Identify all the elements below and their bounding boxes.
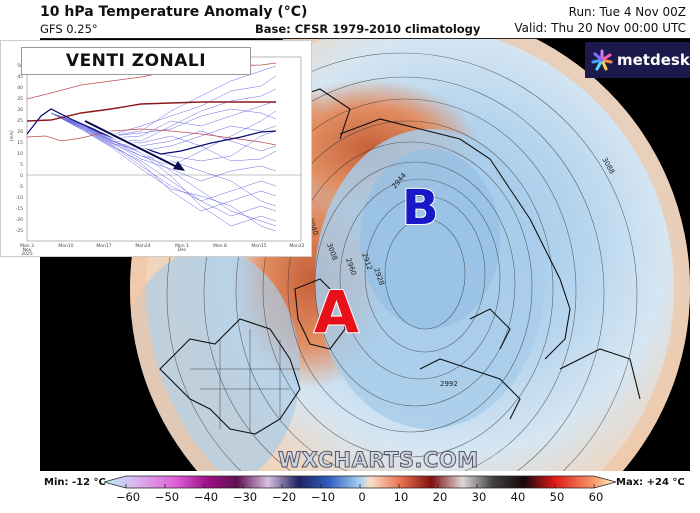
- svg-text:Mon10: Mon10: [58, 243, 73, 249]
- model-label: GFS 0.25°: [40, 22, 98, 36]
- metdesk-label: metdesk: [617, 51, 690, 69]
- valid-time-label: Valid: Thu 20 Nov 00:00 UTC: [514, 21, 686, 35]
- colorbar-tick-labels: −60 −50 −40 −30 −20 −10 0 10 20 30 40 50…: [0, 490, 700, 510]
- svg-text:-10: -10: [16, 195, 23, 201]
- colorbar-tick: −40: [193, 490, 219, 504]
- svg-text:45: 45: [17, 74, 23, 80]
- svg-text:0: 0: [20, 173, 23, 179]
- colorbar-tick: −30: [232, 490, 258, 504]
- high-pressure-label: A: [313, 277, 360, 347]
- svg-text:[m/s]: [m/s]: [9, 130, 14, 141]
- svg-text:Mon24: Mon24: [135, 243, 150, 249]
- svg-text:Mon17: Mon17: [96, 243, 111, 249]
- svg-text:20: 20: [17, 129, 23, 135]
- colorbar-tick: −20: [271, 490, 297, 504]
- svg-text:-25: -25: [16, 228, 23, 234]
- starburst-icon: [591, 49, 613, 71]
- svg-text:Mon22: Mon22: [289, 243, 304, 249]
- map-title: 10 hPa Temperature Anomaly (°C): [40, 4, 308, 20]
- temperature-colorbar: [104, 475, 616, 489]
- colorbar-max-label: Max: +24 °C: [616, 477, 685, 488]
- colorbar-tick: 50: [549, 490, 565, 504]
- svg-text:Mon 3: Mon 3: [20, 243, 34, 249]
- svg-text:40: 40: [17, 85, 23, 91]
- svg-text:-15: -15: [16, 206, 23, 212]
- colorbar-tick: 10: [393, 490, 409, 504]
- colorbar-tick: 0: [358, 490, 366, 504]
- run-time-label: Run: Tue 4 Nov 00Z: [568, 5, 686, 19]
- svg-text:-5: -5: [19, 184, 24, 190]
- climatology-base-label: Base: CFSR 1979-2010 climatology: [255, 22, 481, 36]
- svg-text:Mon15: Mon15: [251, 243, 266, 249]
- svg-text:Mon 1: Mon 1: [175, 243, 189, 249]
- svg-text:30: 30: [17, 107, 23, 113]
- colorbar-tick: −50: [154, 490, 180, 504]
- inset-chart-title: VENTI ZONALI: [21, 47, 251, 75]
- colorbar-tick: 20: [432, 490, 448, 504]
- colorbar-tick: −60: [115, 490, 141, 504]
- svg-text:Nov: Nov: [23, 247, 32, 253]
- colorbar-tick: −10: [310, 490, 336, 504]
- polar-map: 2912 2928 2960 3008 3040 2992 2944 3088: [40, 38, 690, 471]
- svg-text:Dec: Dec: [178, 247, 187, 253]
- low-pressure-label: B: [401, 179, 440, 237]
- wxcharts-watermark: WXCHARTS.COM: [278, 448, 479, 473]
- svg-text:35: 35: [17, 96, 23, 102]
- svg-text:Mon 8: Mon 8: [213, 243, 227, 249]
- svg-text:10: 10: [17, 151, 23, 157]
- colorbar-tick: 60: [588, 490, 604, 504]
- svg-text:-20: -20: [16, 217, 23, 223]
- svg-text:2025: 2025: [21, 251, 33, 257]
- colorbar-tick: 30: [471, 490, 487, 504]
- svg-text:25: 25: [17, 118, 23, 124]
- svg-text:15: 15: [17, 140, 23, 146]
- colorbar-min-label: Min: -12 °C: [44, 477, 106, 488]
- metdesk-logo: metdesk: [585, 42, 690, 78]
- svg-text:2992: 2992: [440, 380, 458, 388]
- svg-text:5: 5: [20, 162, 23, 168]
- svg-text:50: 50: [17, 63, 23, 69]
- colorbar-tick: 40: [510, 490, 526, 504]
